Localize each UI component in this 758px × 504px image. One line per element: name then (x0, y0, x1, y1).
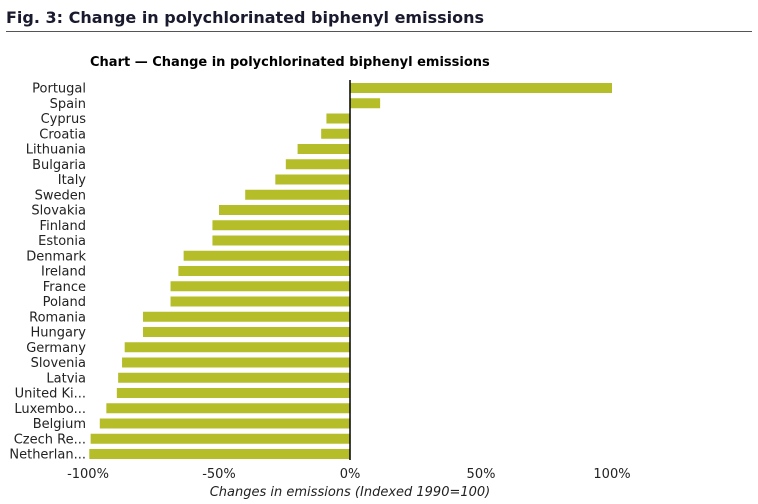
category-label: Finland (40, 219, 86, 234)
bar-hungary (143, 327, 350, 337)
bar-croatia (321, 128, 350, 139)
x-axis-title: Changes in emissions (Indexed 1990=100) (210, 485, 491, 500)
bar-romania (143, 311, 350, 322)
x-tick-label: -50% (202, 467, 236, 482)
category-label: Bulgaria (32, 158, 86, 173)
category-label: Lithuania (26, 143, 86, 158)
category-label: Ireland (41, 265, 86, 280)
category-label: Latvia (46, 371, 86, 386)
category-label: Denmark (26, 249, 86, 264)
bar-latvia (118, 372, 350, 383)
category-label: United Ki... (15, 387, 86, 402)
bar-portugal (350, 83, 612, 93)
category-label: Croatia (39, 127, 86, 142)
bar-bulgaria (285, 159, 350, 170)
bar-estonia (212, 235, 350, 246)
category-label: Slovakia (31, 204, 86, 219)
chart-title: Chart — Change in polychlorinated biphen… (90, 55, 490, 70)
category-label: Poland (43, 295, 86, 310)
category-label: Sweden (35, 188, 86, 203)
bar-ireland (178, 266, 350, 276)
category-label: Germany (26, 341, 86, 356)
category-label: Czech Re... (14, 432, 86, 447)
figure-title: Fig. 3: Change in polychlorinated biphen… (6, 8, 485, 27)
bar-netherlan (89, 449, 350, 459)
category-label: Luxembo... (14, 402, 86, 417)
category-label: Netherlan... (9, 448, 86, 463)
category-label: Portugal (32, 82, 86, 97)
category-label: Italy (58, 173, 87, 188)
category-label: Romania (29, 310, 86, 325)
bar-belgium (99, 418, 350, 429)
bar-united-ki (116, 388, 350, 398)
bar-slovenia (122, 357, 350, 368)
category-labels: PortugalSpainCyprusCroatiaLithuaniaBulga… (9, 82, 86, 463)
category-label: France (43, 280, 86, 295)
x-tick-label: 100% (593, 467, 630, 482)
x-tick-labels: -100% -50% 0% 50% 100% (67, 467, 631, 482)
bar-lithuania (297, 144, 350, 154)
bar-czech-re (90, 433, 351, 444)
bar-spain (350, 98, 381, 109)
bar-finland (212, 220, 350, 231)
x-tick-label: -100% (67, 467, 109, 482)
bars-group (89, 83, 612, 459)
bar-denmark (183, 250, 350, 261)
category-label: Spain (50, 97, 86, 112)
bar-luxembo (106, 403, 350, 414)
category-label: Cyprus (41, 112, 87, 127)
category-label: Slovenia (31, 356, 86, 371)
bar-germany (124, 342, 351, 353)
bar-poland (170, 296, 350, 307)
x-tick-label: 0% (340, 467, 361, 482)
category-label: Belgium (33, 417, 86, 432)
bar-italy (275, 174, 350, 185)
bar-france (170, 281, 350, 292)
bar-slovakia (219, 205, 350, 215)
bar-sweden (245, 189, 350, 200)
title-divider (6, 31, 752, 32)
category-label: Estonia (38, 234, 86, 249)
category-label: Hungary (30, 326, 86, 341)
bar-cyprus (326, 113, 350, 124)
x-tick-label: 50% (467, 467, 496, 482)
